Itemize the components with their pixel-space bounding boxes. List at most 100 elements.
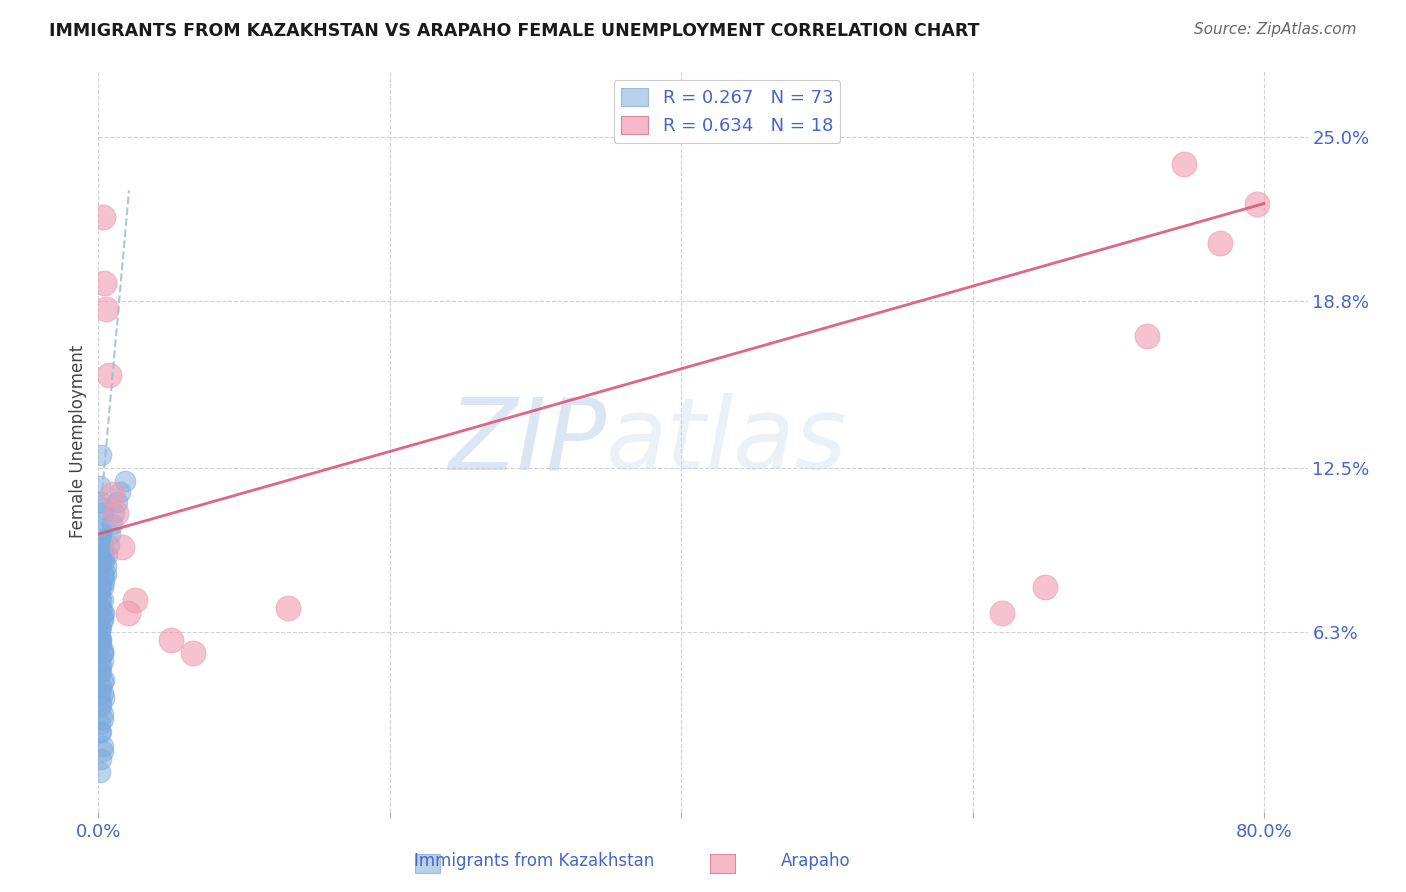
Point xyxy=(89,765,111,780)
Point xyxy=(93,607,115,621)
Point xyxy=(91,739,114,753)
Point xyxy=(90,752,112,766)
Point xyxy=(89,665,111,679)
Point xyxy=(94,566,117,581)
Point xyxy=(93,691,115,706)
Point xyxy=(103,506,125,520)
Text: Immigrants from Kazakhstan: Immigrants from Kazakhstan xyxy=(415,852,654,870)
Point xyxy=(1173,157,1195,171)
Point xyxy=(117,607,139,621)
Point xyxy=(89,654,111,668)
Point xyxy=(93,574,115,589)
Text: Source: ZipAtlas.com: Source: ZipAtlas.com xyxy=(1194,22,1357,37)
Point xyxy=(90,632,112,647)
Point xyxy=(100,487,122,501)
Point xyxy=(91,706,114,721)
Point xyxy=(93,569,115,583)
Point xyxy=(89,591,111,605)
Point xyxy=(90,659,112,673)
Point xyxy=(93,553,115,567)
Point xyxy=(90,681,112,695)
Point xyxy=(93,673,115,687)
Point xyxy=(1033,580,1056,594)
Point xyxy=(90,527,112,541)
Point xyxy=(104,506,127,520)
Point xyxy=(91,612,114,626)
Point xyxy=(90,725,112,739)
Point xyxy=(91,580,114,594)
Text: Arapaho: Arapaho xyxy=(780,852,851,870)
Point xyxy=(97,538,120,552)
Point xyxy=(90,593,112,607)
Point xyxy=(114,474,136,488)
Point xyxy=(89,585,111,599)
Point xyxy=(105,495,128,509)
Point xyxy=(181,646,204,660)
Point xyxy=(89,580,111,594)
Point xyxy=(89,627,111,641)
Point xyxy=(1136,328,1159,343)
Point xyxy=(89,717,111,731)
Point xyxy=(111,541,134,555)
Point xyxy=(90,632,112,647)
Point xyxy=(90,601,112,615)
Point xyxy=(91,654,114,668)
Point xyxy=(89,533,111,547)
Point xyxy=(89,541,111,555)
Point xyxy=(89,479,111,493)
Point xyxy=(160,632,183,647)
Point xyxy=(90,696,112,710)
Point xyxy=(89,622,111,636)
Point xyxy=(90,638,112,652)
Point xyxy=(94,302,117,317)
Text: ZIP: ZIP xyxy=(449,393,606,490)
Text: IMMIGRANTS FROM KAZAKHSTAN VS ARAPAHO FEMALE UNEMPLOYMENT CORRELATION CHART: IMMIGRANTS FROM KAZAKHSTAN VS ARAPAHO FE… xyxy=(49,22,980,40)
Point xyxy=(91,712,114,726)
Point xyxy=(277,601,299,615)
Point xyxy=(90,601,112,615)
Point xyxy=(89,686,111,700)
Point xyxy=(91,612,114,626)
Point xyxy=(90,553,112,567)
Point xyxy=(91,675,114,690)
Point xyxy=(98,527,121,541)
Point xyxy=(91,210,114,224)
Point xyxy=(90,580,112,594)
Point xyxy=(90,558,112,573)
Point xyxy=(91,593,114,607)
Point xyxy=(91,646,114,660)
Point xyxy=(100,516,122,531)
Point xyxy=(91,686,114,700)
Point xyxy=(89,632,111,647)
Point xyxy=(90,620,112,634)
Point xyxy=(89,725,111,739)
Point xyxy=(990,607,1012,621)
Y-axis label: Female Unemployment: Female Unemployment xyxy=(69,345,87,538)
Point xyxy=(91,607,114,621)
Point xyxy=(1209,236,1232,251)
Point xyxy=(91,548,114,562)
Point xyxy=(96,548,118,562)
Point xyxy=(91,541,114,555)
Point xyxy=(91,566,114,581)
Point xyxy=(90,698,112,713)
Point xyxy=(1246,196,1268,211)
Point xyxy=(89,620,111,634)
Point xyxy=(124,593,146,607)
Point xyxy=(91,506,114,520)
Point xyxy=(90,522,112,536)
Point xyxy=(110,484,132,499)
Text: atlas: atlas xyxy=(606,393,848,490)
Point xyxy=(94,558,117,573)
Bar xyxy=(710,854,735,873)
Legend: R = 0.267   N = 73, R = 0.634   N = 18: R = 0.267 N = 73, R = 0.634 N = 18 xyxy=(614,80,841,143)
Point xyxy=(90,448,112,462)
Point xyxy=(90,495,112,509)
Point xyxy=(91,646,114,660)
Point xyxy=(91,744,114,758)
Point xyxy=(90,665,112,679)
Point xyxy=(93,276,115,290)
Point xyxy=(97,368,120,383)
Point xyxy=(91,643,114,657)
Bar xyxy=(415,854,440,873)
